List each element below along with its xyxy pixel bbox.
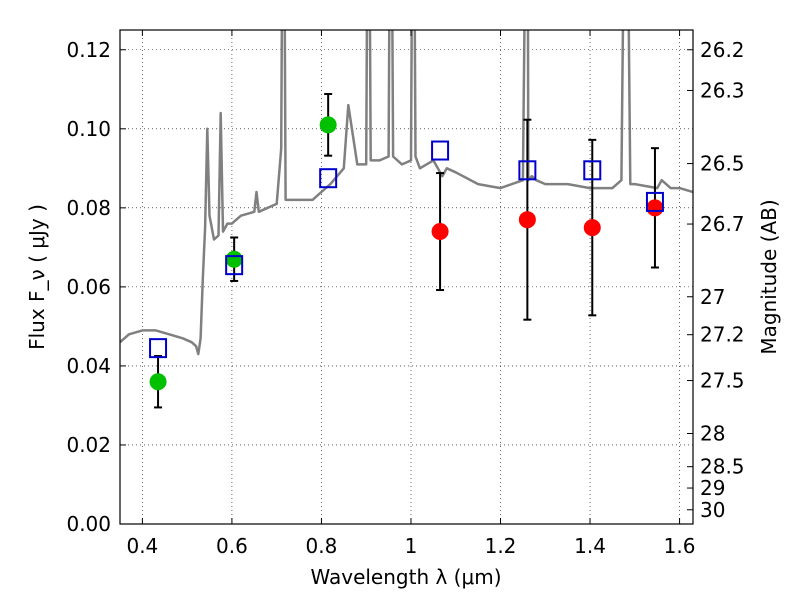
- y-axis-label: Flux F_ν ( μJy ): [25, 204, 49, 350]
- x-tick-label: 0.8: [306, 534, 338, 558]
- y2-tick-label: 27.5: [700, 369, 745, 393]
- model-point: [583, 160, 602, 181]
- x-tick-label: 1: [405, 534, 418, 558]
- data-point: [225, 250, 243, 268]
- frame-layer: [119, 29, 694, 525]
- y-tick-label: 0.06: [66, 275, 111, 299]
- plot-layer: [120, 30, 693, 409]
- tick-layer: 0.4 0.6 0.8 1 1.2 1.4 1.6 0.00 0.02 0.04 0.06 0.08 0…: [66, 30, 745, 558]
- y2-tick-label: 27.2: [700, 323, 745, 347]
- y2-tick-label: 26.7: [700, 212, 745, 236]
- y-tick-label: 0.08: [66, 196, 111, 220]
- grid-layer: [120, 30, 693, 525]
- data-point: [319, 116, 337, 134]
- data-point: [431, 223, 449, 241]
- spectrum-line: [120, 30, 693, 356]
- x-tick-label: 1.4: [574, 534, 606, 558]
- data-point: [149, 373, 167, 391]
- y-tick-label: 0.00: [66, 512, 111, 536]
- data-point: [583, 219, 601, 237]
- model-point: [319, 168, 338, 189]
- y2-tick-label: 27: [700, 285, 725, 309]
- y2-tick-label: 28.5: [700, 455, 745, 479]
- model-point: [645, 191, 664, 212]
- y-tick-label: 0.10: [66, 117, 111, 141]
- plot-frame: [119, 29, 694, 525]
- y2-axis-label: Magnitude (AB): [757, 199, 781, 354]
- data-point: [518, 211, 536, 229]
- x-tick-label: 0.6: [216, 534, 248, 558]
- model-point: [149, 338, 168, 359]
- data-point: [646, 199, 664, 217]
- model-point: [518, 160, 537, 181]
- y-tick-label: 0.04: [66, 354, 111, 378]
- y2-tick-label: 28: [700, 421, 725, 445]
- x-tick-label: 1.2: [485, 534, 517, 558]
- x-tick-label: 1.6: [664, 534, 696, 558]
- y2-tick-label: 26.5: [700, 152, 745, 176]
- y2-tick-label: 26.3: [700, 78, 745, 102]
- model-point: [431, 140, 450, 161]
- model-point: [225, 255, 244, 276]
- y2-tick-label: 26.2: [700, 38, 745, 62]
- x-tick-label: 0.4: [126, 534, 158, 558]
- y2-tick-label: 30: [700, 498, 725, 522]
- y-tick-label: 0.02: [66, 433, 111, 457]
- x-axis-label: Wavelength λ (μm): [310, 565, 501, 589]
- y2-tick-label: 29: [700, 476, 725, 500]
- y-tick-label: 0.12: [66, 38, 111, 62]
